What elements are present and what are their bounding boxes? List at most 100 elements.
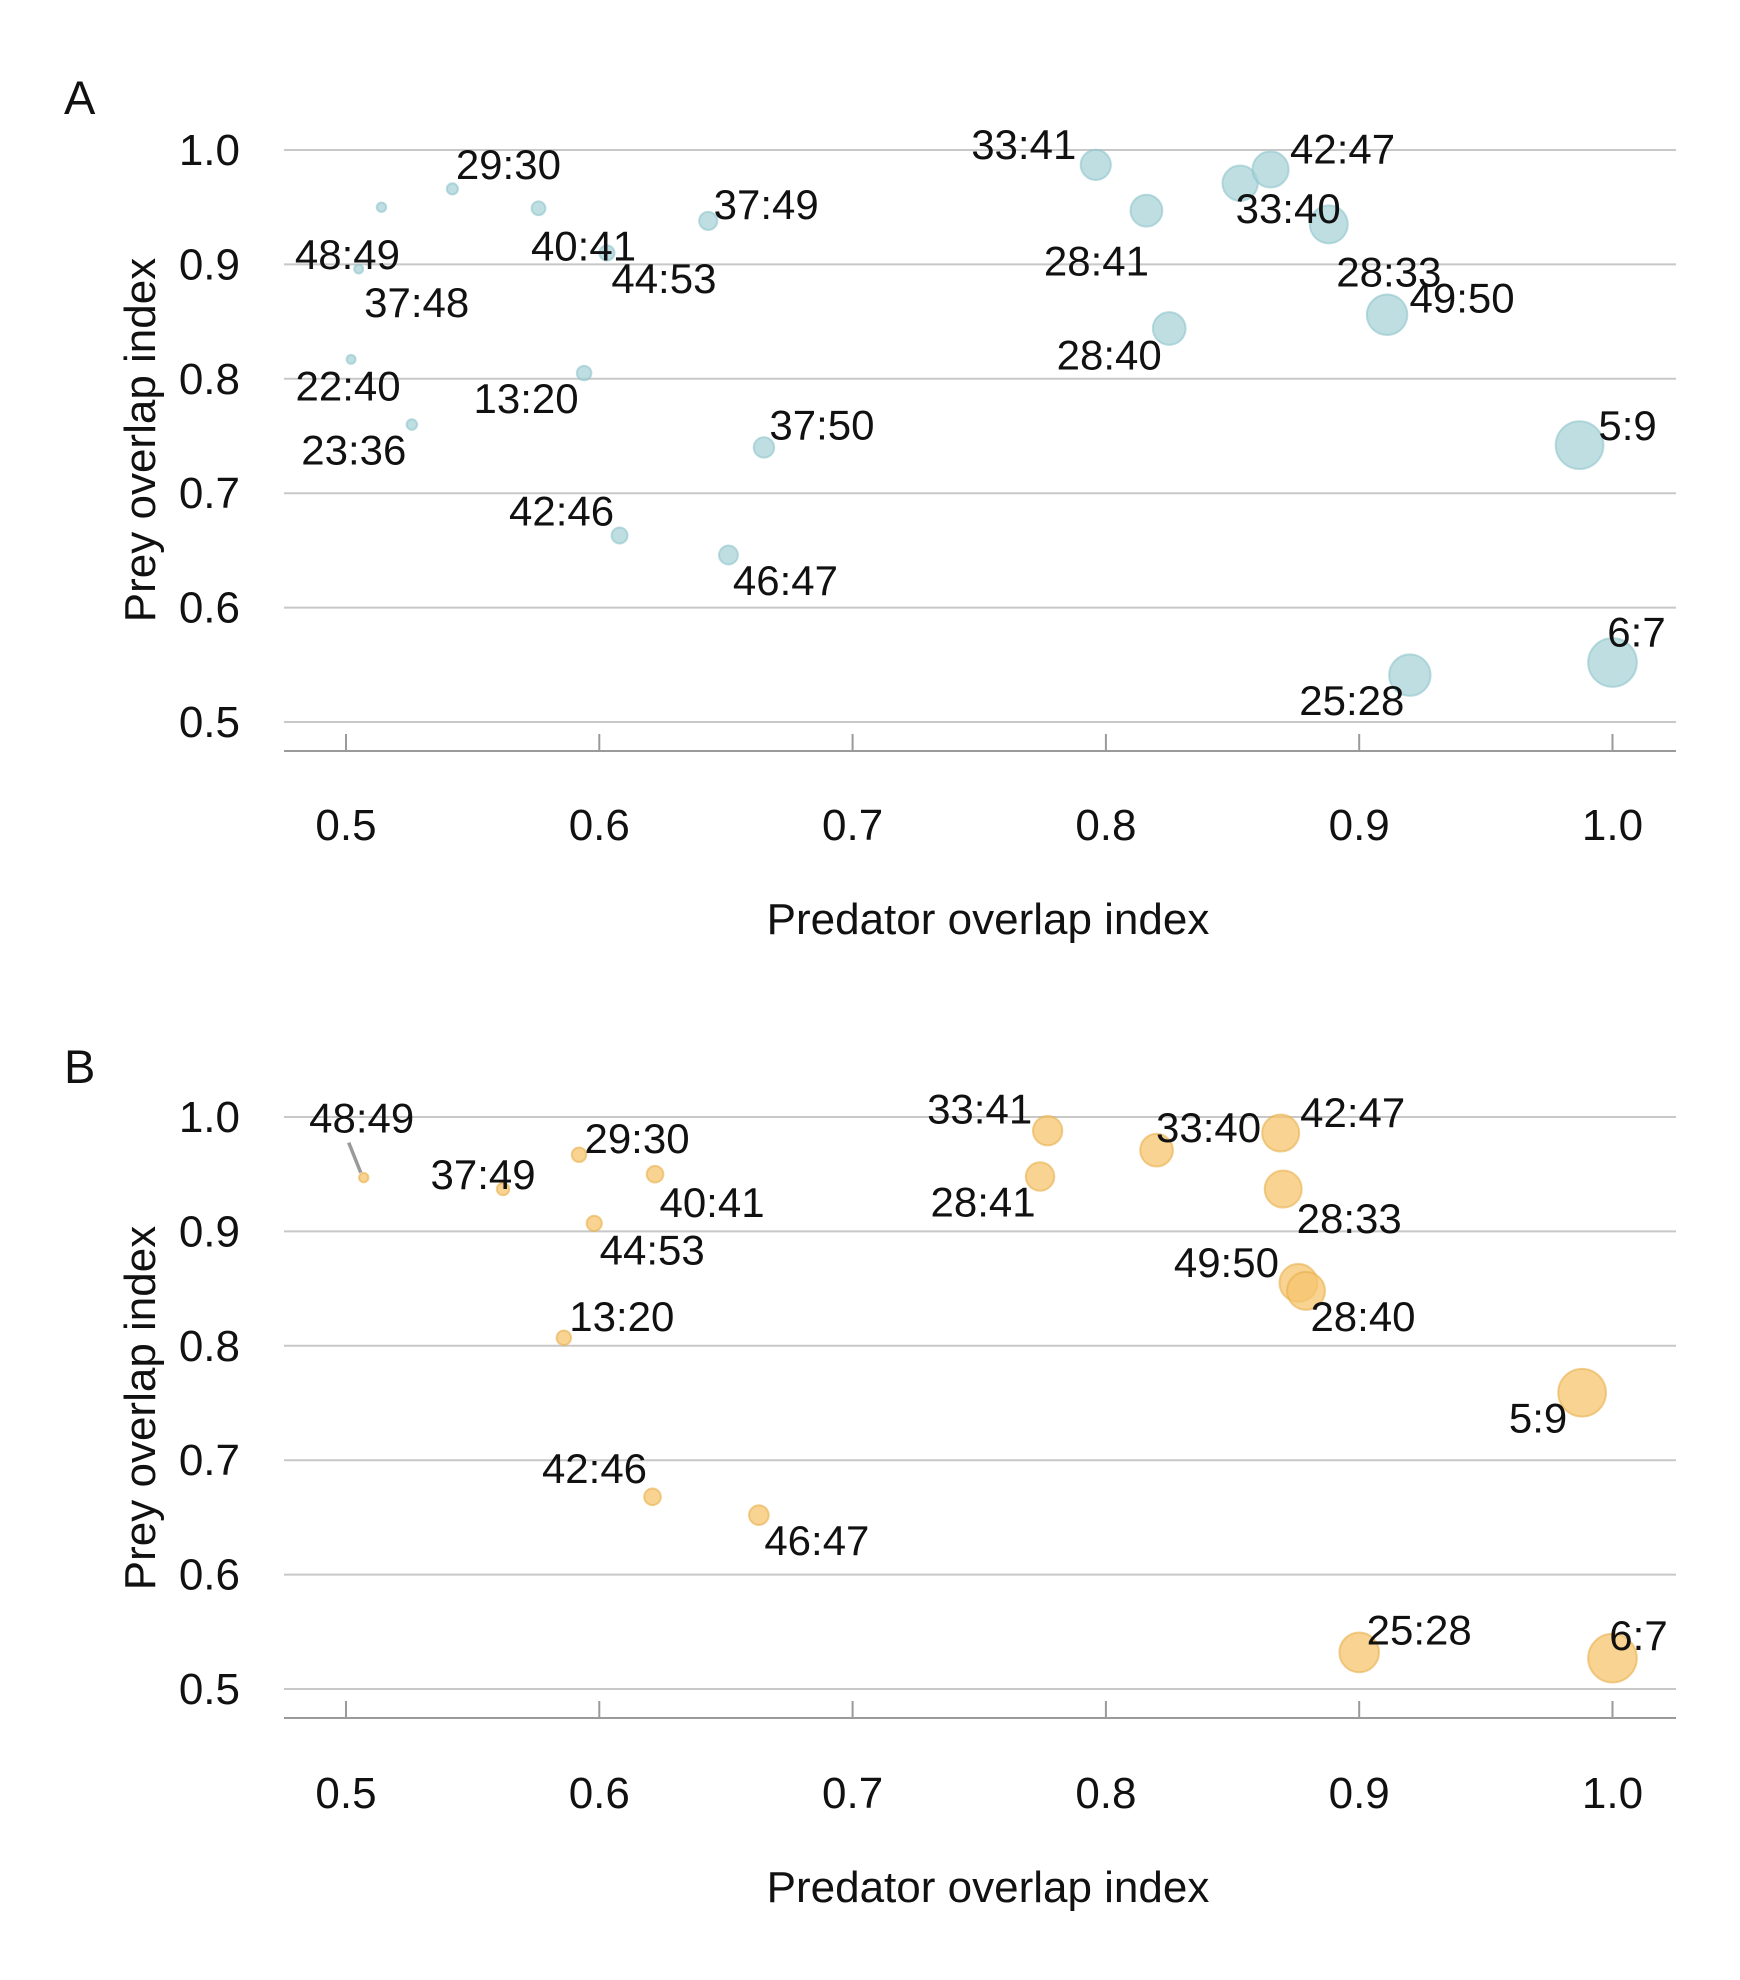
point-label-49-50: 49:50	[1410, 275, 1515, 322]
x-tick-label: 0.6	[569, 1769, 630, 1818]
data-point-28-41	[1024, 1161, 1056, 1192]
panel-b-axes: 0.5 0.6 0.7 0.8 0.9 1.0 0.5 0.6 0.7 0.8 0.9 1.0	[179, 1093, 1676, 1818]
data-point-22-40	[345, 353, 357, 365]
point-label-33-40: 33:40	[1236, 185, 1341, 232]
x-tick-label: 0.8	[1075, 1769, 1136, 1818]
point-label-48-49: 48:49	[295, 231, 400, 278]
point-label-37-49: 37:49	[430, 1151, 535, 1198]
x-tick-label: 0.5	[315, 801, 376, 850]
point-label-23-36: 23:36	[301, 427, 406, 474]
point-label-42-46: 42:46	[542, 1445, 647, 1492]
data-point-44-53	[585, 1214, 603, 1233]
data-point-13-20	[575, 364, 593, 382]
data-point-46-47	[718, 544, 739, 566]
point-label-28-40: 28:40	[1057, 331, 1162, 378]
data-point-49-50	[1365, 293, 1409, 337]
data-point-29-30	[570, 1146, 588, 1164]
data-point-5-9	[1557, 1367, 1607, 1418]
data-point-29-30	[445, 182, 459, 196]
y-tick-label: 1.0	[179, 126, 240, 175]
y-tick-label: 0.5	[179, 1665, 240, 1714]
point-label-25-28: 25:28	[1299, 677, 1404, 724]
point-label-37-49: 37:49	[714, 181, 819, 228]
point-label-28-40: 28:40	[1310, 1293, 1415, 1340]
data-point-28-33	[1263, 1169, 1303, 1209]
point-label-42-46: 42:46	[509, 488, 614, 535]
point-label-40-41: 40:41	[659, 1179, 764, 1226]
panel-a-y-axis-title: Prey overlap index	[116, 258, 165, 622]
point-label-6-7: 6:7	[1609, 1612, 1667, 1659]
y-tick-label: 0.9	[179, 240, 240, 289]
panel-a-points	[345, 148, 1638, 697]
point-label-42-47: 42:47	[1290, 125, 1395, 172]
point-label-6-7: 6:7	[1607, 609, 1665, 656]
data-point-42-46	[643, 1487, 662, 1507]
y-tick-label: 0.7	[179, 469, 240, 518]
point-label-13-20: 13:20	[474, 375, 579, 422]
data-point-40-41	[645, 1164, 665, 1184]
y-tick-label: 0.6	[179, 584, 240, 633]
point-label-33-41: 33:41	[927, 1086, 1032, 1133]
data-point-37-48	[353, 263, 365, 275]
data-point-48-49	[375, 201, 388, 213]
y-tick-label: 0.5	[179, 698, 240, 747]
data-point-44-53	[598, 244, 616, 262]
point-label-33-41: 33:41	[971, 121, 1076, 168]
data-point-42-47	[1251, 150, 1290, 189]
y-tick-label: 1.0	[179, 1093, 240, 1142]
data-point-42-46	[610, 526, 629, 545]
x-tick-label: 1.0	[1582, 1769, 1643, 1818]
panel-a-x-axis-title: Predator overlap index	[767, 895, 1210, 944]
point-label-5-9: 5:9	[1598, 402, 1656, 449]
data-point-33-40	[1139, 1132, 1174, 1168]
data-point-46-47	[748, 1504, 770, 1526]
panel-b-points	[347, 1113, 1638, 1684]
y-tick-label: 0.9	[179, 1207, 240, 1256]
point-label-28-41: 28:41	[1044, 238, 1149, 285]
data-point-37-50	[752, 436, 776, 459]
point-label-44-53: 44:53	[611, 255, 716, 302]
data-point-6-7	[1587, 637, 1638, 688]
panel-b-gridlines	[284, 1116, 1676, 1690]
panel-a-scatter-plot: A 0.5 0.6 0.7 0.8 0.9 1.0 0.5 0.6 0.7 0.8 0.9 1.0 3…	[64, 71, 1676, 944]
point-label-28-41: 28:41	[930, 1178, 1035, 1225]
panel-b-scatter-plot: B 0.5 0.6 0.7 0.8 0.9 1.0 0.5 0.6 0.7 0.8 0.9 1.0 4…	[64, 1040, 1676, 1912]
point-label-37-50: 37:50	[769, 401, 874, 448]
data-point-37-49	[698, 210, 719, 232]
data-point-25-28	[1338, 1631, 1381, 1674]
panel-a-letter: A	[64, 71, 96, 124]
point-label-28-33: 28:33	[1297, 1195, 1402, 1242]
point-label-29-30: 29:30	[456, 141, 561, 188]
x-tick-label: 1.0	[1582, 801, 1643, 850]
point-label-46-47: 46:47	[764, 1517, 869, 1564]
y-tick-label: 0.8	[179, 355, 240, 404]
label-leader-line	[347, 1141, 363, 1174]
data-point-40-41	[530, 200, 547, 217]
y-tick-label: 0.8	[179, 1322, 240, 1371]
point-label-22-40: 22:40	[296, 362, 401, 409]
data-point-13-20	[555, 1329, 573, 1347]
data-point-48-49	[358, 1171, 370, 1184]
point-label-42-47: 42:47	[1300, 1089, 1405, 1136]
panel-b-x-axis-title: Predator overlap index	[767, 1863, 1210, 1912]
x-tick-label: 0.5	[315, 1769, 376, 1818]
x-tick-label: 0.7	[822, 801, 883, 850]
panel-a-gridlines	[284, 149, 1676, 723]
point-label-46-47: 46:47	[733, 557, 838, 604]
data-point-33-41	[1031, 1115, 1064, 1147]
x-tick-label: 0.7	[822, 1769, 883, 1818]
data-point-42-47	[1261, 1113, 1301, 1153]
data-point-37-49	[495, 1181, 511, 1197]
point-label-40-41: 40:41	[531, 222, 636, 269]
point-label-44-53: 44:53	[600, 1226, 705, 1273]
y-tick-label: 0.7	[179, 1436, 240, 1485]
x-tick-label: 0.6	[569, 801, 630, 850]
point-label-28-33: 28:33	[1336, 248, 1441, 295]
data-point-28-40	[1151, 311, 1187, 346]
panel-b-letter: B	[64, 1040, 95, 1093]
point-label-49-50: 49:50	[1174, 1239, 1279, 1286]
x-tick-label: 0.9	[1329, 1769, 1390, 1818]
